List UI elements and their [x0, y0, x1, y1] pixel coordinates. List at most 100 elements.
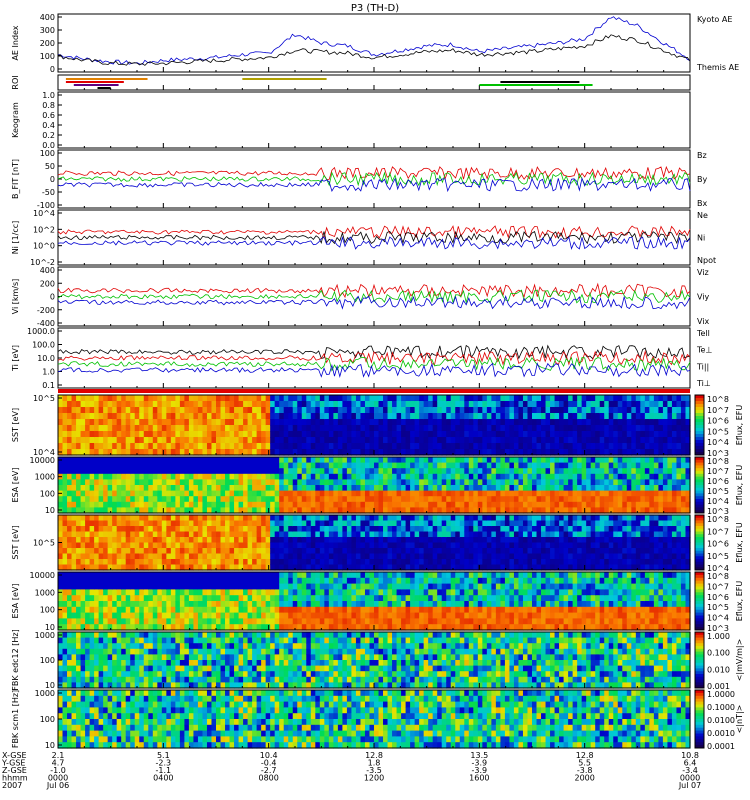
heat-cell — [152, 419, 158, 426]
heat-cell — [175, 501, 181, 508]
heat-cell — [76, 473, 82, 480]
heat-cell — [157, 595, 163, 602]
heat-cell — [306, 496, 312, 503]
heat-cell — [477, 485, 483, 492]
heat-cell — [559, 457, 565, 464]
heat-cell — [649, 520, 655, 527]
colorbar-cell — [695, 499, 704, 503]
heat-cell — [112, 413, 118, 420]
heat-cell — [450, 419, 456, 426]
heat-cell — [116, 449, 122, 456]
heat-cell — [563, 526, 569, 533]
heat-cell — [410, 419, 416, 426]
heat-cell — [265, 526, 271, 533]
heat-cell — [500, 520, 506, 527]
heat-cell — [563, 401, 569, 408]
heat-cell — [468, 395, 474, 402]
heat-cell — [297, 479, 303, 486]
heat-cell — [604, 490, 610, 497]
heat-cell — [667, 553, 673, 560]
heat-cell — [152, 583, 158, 590]
heat-cell — [396, 413, 402, 420]
heat-cell — [608, 496, 614, 503]
heat-cell — [193, 431, 199, 438]
heat-cell — [152, 425, 158, 432]
heat-cell — [121, 413, 127, 420]
heat-cell — [76, 612, 82, 619]
heat-cell — [85, 395, 91, 402]
heat-cell — [590, 507, 596, 514]
heat-cell — [572, 526, 578, 533]
heat-cell — [653, 537, 659, 544]
heat-cell — [432, 395, 438, 402]
heat-cell — [595, 431, 601, 438]
heat-cell — [62, 449, 68, 456]
heat-cell — [319, 419, 325, 426]
heat-cell — [179, 449, 185, 456]
heat-cell — [328, 507, 334, 514]
heat-cell — [536, 431, 542, 438]
heat-cell — [301, 520, 307, 527]
heat-cell — [441, 531, 447, 538]
heat-cell — [175, 462, 181, 469]
heat-cell — [464, 431, 470, 438]
heat-cell — [364, 548, 371, 555]
heat-cell — [274, 413, 280, 420]
heat-cell — [143, 531, 149, 538]
heat-cell — [98, 520, 104, 527]
colorbar-tick-label: 10^5 — [707, 552, 729, 561]
heat-cell — [437, 515, 443, 522]
heat-cell — [143, 515, 149, 522]
heat-cell — [500, 490, 506, 497]
heat-cell — [658, 496, 664, 503]
heat-cell — [125, 589, 131, 596]
heat-cell — [572, 395, 578, 402]
heat-cell — [509, 537, 515, 544]
heat-cell — [270, 526, 276, 533]
heat-cell — [85, 431, 91, 438]
heat-cell — [360, 425, 366, 432]
heat-cell — [613, 468, 619, 475]
heat-cell — [211, 468, 217, 475]
heat-cell — [310, 496, 316, 503]
heat-cell — [658, 437, 664, 444]
heat-cell — [333, 507, 339, 514]
heat-cell — [509, 413, 515, 420]
heat-cell — [274, 479, 280, 486]
heat-cell — [238, 520, 244, 527]
heat-cell — [67, 520, 73, 527]
heat-cell — [324, 437, 330, 444]
heat-cell — [464, 520, 470, 527]
heat-cell — [383, 515, 389, 522]
heat-cell — [500, 531, 506, 538]
heat-cell — [211, 520, 217, 527]
heat-cell — [545, 507, 551, 514]
heat-cell — [626, 443, 632, 450]
heat-cell — [85, 577, 91, 585]
heat-cell — [116, 462, 122, 469]
heat-cell — [662, 553, 669, 560]
heat-cell — [608, 479, 614, 486]
heat-cell — [288, 449, 294, 456]
heat-cell — [554, 449, 560, 456]
heat-cell — [148, 542, 154, 549]
heat-cell — [392, 520, 398, 527]
heat-cell — [536, 395, 542, 402]
heat-cell — [283, 553, 289, 560]
heat-cell — [121, 457, 127, 464]
heat-cell — [62, 413, 68, 420]
heat-cell — [94, 490, 100, 497]
heat-cell — [369, 443, 375, 450]
heat-cell — [292, 496, 298, 503]
heat-cell — [306, 531, 312, 538]
heat-cell — [428, 501, 434, 508]
heat-cell — [310, 401, 316, 408]
heat-cell — [279, 542, 285, 549]
heat-cell — [360, 531, 366, 538]
heat-cell — [197, 449, 204, 456]
heat-cell — [234, 548, 240, 555]
heat-cell — [387, 449, 393, 456]
heat-cell — [206, 443, 213, 450]
heat-cell — [563, 548, 569, 555]
